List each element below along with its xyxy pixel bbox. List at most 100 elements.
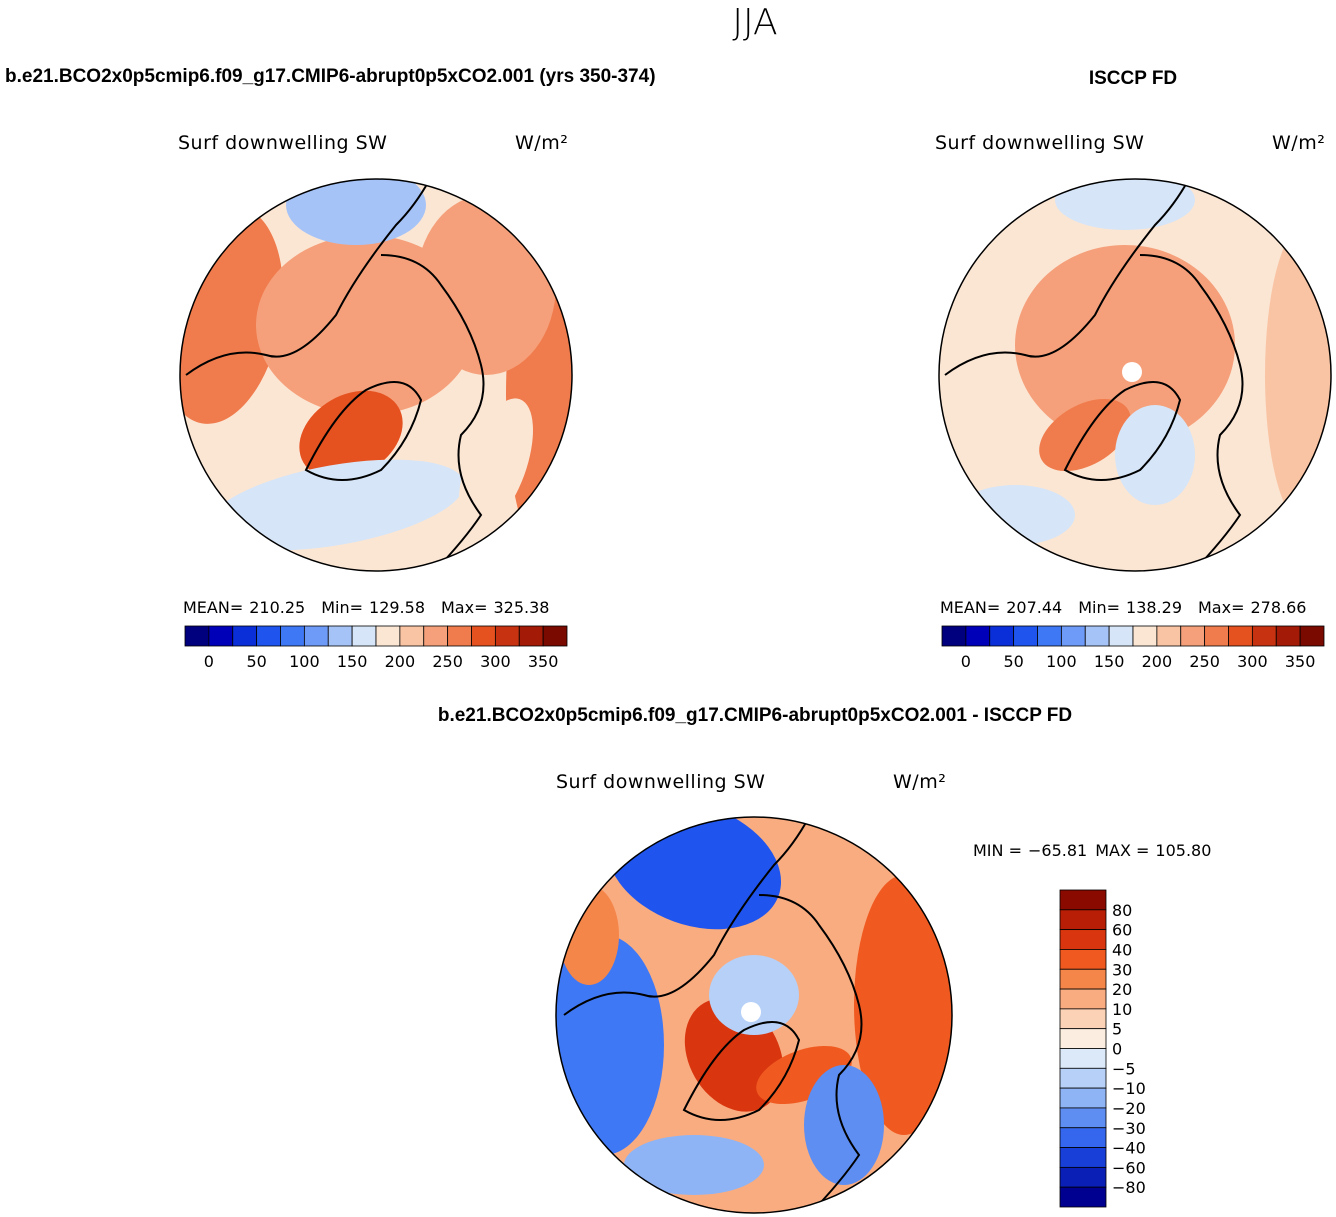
colorbar-box [518,625,544,647]
colorbar-label: 100 [289,652,320,671]
field-patch [854,875,952,1135]
colorbar-label: 10 [1112,1000,1132,1019]
colorbar-box [1037,625,1062,647]
map-border [555,816,953,1214]
stat-min: −65.81 [1028,841,1087,860]
colorbar-label: 250 [1189,652,1220,671]
units: W/m² [515,132,568,154]
colorbar-box [1059,909,1107,931]
field-patch [1122,362,1142,382]
stat-min_label: Min= [321,598,363,617]
colorbar-label: 350 [528,652,559,671]
stat-max_label: Max= [1198,598,1244,617]
field-patch [559,885,619,985]
colorbar-box [1059,1008,1107,1030]
colorbar-box [1059,988,1107,1010]
field-patch [709,955,799,1035]
colorbar-box [1108,625,1134,647]
colorbar-label: 50 [246,652,266,671]
colorbar-label: −5 [1112,1059,1136,1078]
colorbar-label: −80 [1112,1178,1146,1197]
coastline [185,179,447,376]
coastline [944,179,1206,376]
colorbar-label: 60 [1112,921,1132,940]
colorbar-box [1084,625,1110,647]
stat-mean_label: MEAN= [183,598,243,617]
field-patch [741,1002,761,1022]
colorbar-box [965,625,991,647]
colorbar-box [447,625,472,647]
colorbar-label: 150 [337,652,368,671]
field-patch [1015,245,1235,445]
field-patch [286,179,426,245]
stats: MEAN= 210.25 Min= 129.58 Max= 325.38 [183,598,549,617]
coastline [682,1021,801,1121]
coastline [563,817,825,1016]
colorbar-box [423,625,449,647]
coastline [758,894,863,1213]
colorbar-box [1299,625,1325,647]
units: W/m² [1272,132,1325,154]
field-patch [804,1065,884,1185]
colorbar-box [1059,1087,1107,1109]
field-patch [207,459,465,551]
colorbar-box [1059,1067,1107,1089]
colorbar-box [989,625,1015,647]
colorbar-box [1204,625,1229,647]
stat-mean: 210.25 [249,598,305,617]
colorbar-box [1156,625,1182,647]
field-patch [624,1135,764,1195]
colorbar-label: −40 [1112,1139,1146,1158]
colorbar-label: 20 [1112,980,1132,999]
colorbar-label: 300 [1237,652,1268,671]
colorbar-box [1059,1107,1107,1129]
stat-min: 129.58 [369,598,425,617]
colorbar-label: −20 [1112,1099,1146,1118]
colorbar-box [1059,1166,1107,1188]
coastline [380,254,485,571]
colorbar-label: −60 [1112,1158,1146,1177]
panel-title: b.e21.BCO2x0p5cmip6.f09_g17.CMIP6-abrupt… [438,705,1072,726]
field-patch [1055,179,1195,230]
stats: MIN = −65.81 MAX = 105.80 [973,841,1211,860]
colorbar-label: 80 [1112,901,1132,920]
colorbar-label: 0 [1112,1040,1122,1059]
colorbar-box [1059,1127,1107,1148]
colorbar-box [1013,625,1038,647]
colorbar-label: 150 [1094,652,1125,671]
stats: MEAN= 207.44 Min= 138.29 Max= 278.66 [940,598,1306,617]
colorbar-box [208,625,234,647]
colorbar-box [1275,625,1301,647]
colorbar-label: 50 [1003,652,1023,671]
colorbar-box [1059,1186,1107,1208]
field-patch [299,390,403,480]
stat-max: 278.66 [1250,598,1306,617]
stat-mean: 207.44 [1006,598,1062,617]
units: W/m² [893,771,946,793]
colorbar-label: −30 [1112,1119,1146,1138]
colorbar-box [375,625,401,647]
colorbar-box [1059,949,1107,970]
colorbar-box [1132,625,1158,647]
colorbar-box [494,625,520,647]
colorbar-box [256,625,281,647]
stat-min: 138.29 [1126,598,1182,617]
variable-name: Surf downwelling SW [935,132,1144,154]
colorbar-box [303,625,329,647]
stat-min_label: Min= [1078,598,1120,617]
figure-title: JJA [732,2,777,43]
colorbar-box [232,625,258,647]
field-patch [1115,405,1195,505]
colorbar-box [351,625,377,647]
colorbar-box [471,625,496,647]
map [556,817,952,1213]
stat-min_label: MIN = [973,841,1022,860]
colorbar-label: 100 [1046,652,1077,671]
panel-title: b.e21.BCO2x0p5cmip6.f09_g17.CMIP6-abrupt… [5,66,656,87]
colorbar-label: 300 [480,652,511,671]
colorbar-box [1059,1028,1107,1049]
colorbar-box [1059,1048,1107,1069]
stat-max: 325.38 [493,598,549,617]
coastline [1063,381,1182,481]
